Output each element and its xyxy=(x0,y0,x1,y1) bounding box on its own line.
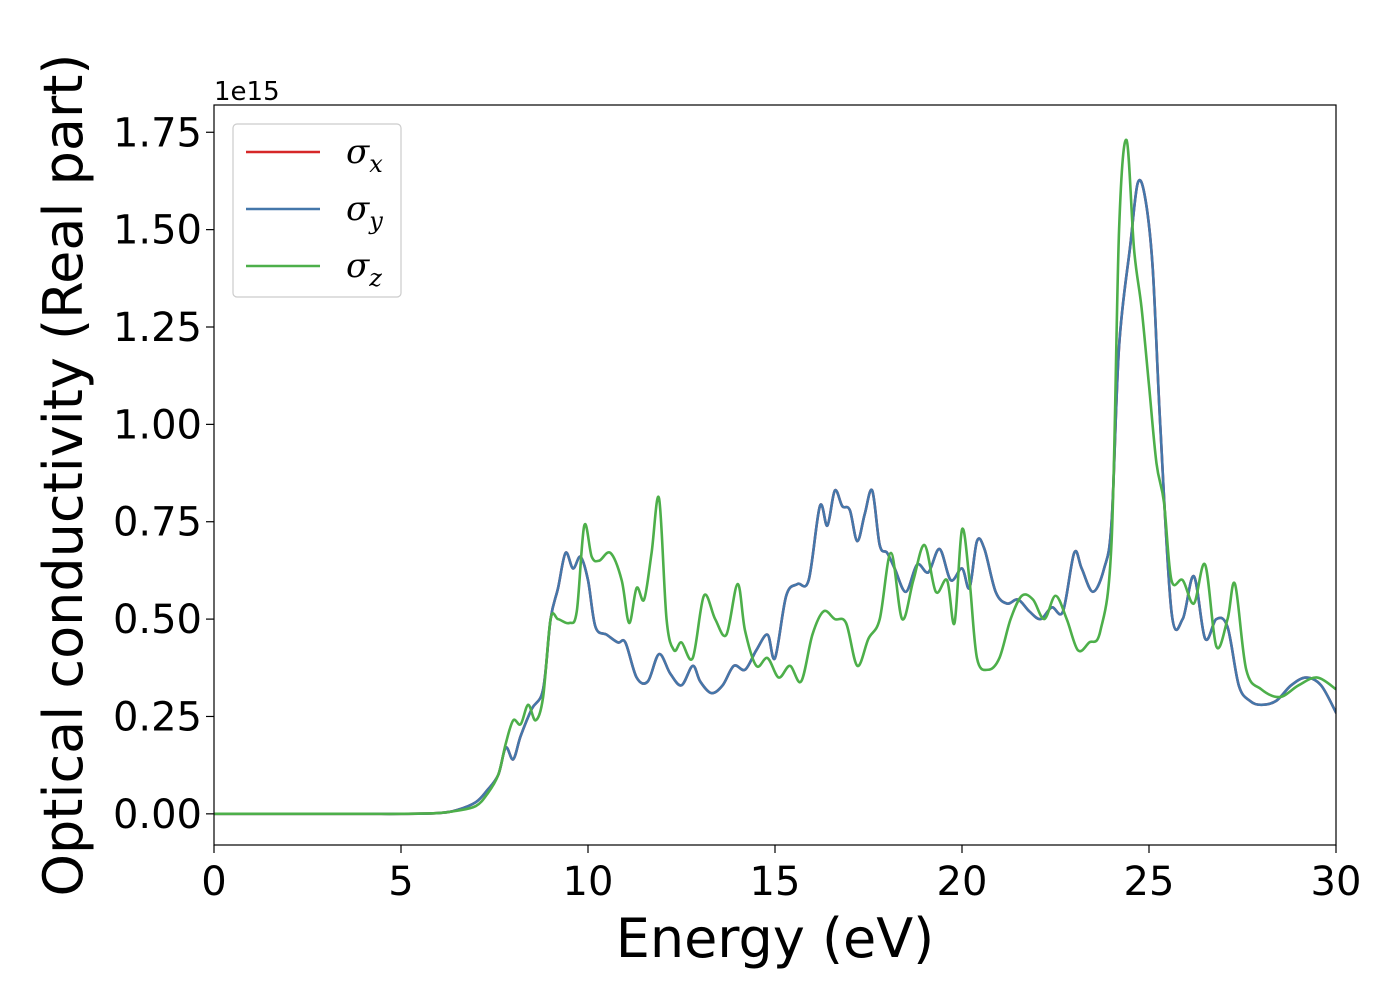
x-tick-label: 0 xyxy=(201,859,226,905)
legend-symbol: σ xyxy=(346,132,370,172)
legend-label-sigma-y: σy xyxy=(346,189,383,235)
x-tick-label: 30 xyxy=(1311,859,1362,905)
y-tick-label: 0.50 xyxy=(113,597,202,643)
y-tick-label: 1.00 xyxy=(113,402,202,448)
y-tick-label: 0.25 xyxy=(113,694,202,740)
legend-subscript: x xyxy=(369,150,383,178)
y-tick-label: 0.00 xyxy=(113,792,202,838)
legend-box xyxy=(232,123,402,298)
legend-label-sigma-x: σx xyxy=(346,132,383,178)
y-axis-ticks: 0.00 0.25 0.50 0.75 1.00 1.25 1.50 1.75 xyxy=(113,110,214,838)
legend-symbol: σ xyxy=(346,189,370,229)
y-tick-label: 1.75 xyxy=(113,110,202,156)
x-tick-label: 10 xyxy=(563,859,614,905)
y-tick-label: 1.25 xyxy=(113,305,202,351)
y-offset-label: 1e15 xyxy=(214,77,280,107)
y-tick-label: 0.75 xyxy=(113,500,202,546)
series-layer xyxy=(214,138,1336,816)
x-axis-ticks: 0 5 10 15 20 25 30 xyxy=(201,845,1361,905)
x-tick-label: 25 xyxy=(1124,859,1175,905)
series-line-sigma-z xyxy=(214,138,1336,816)
legend-subscript: z xyxy=(368,264,382,292)
legend-subscript: y xyxy=(368,207,383,235)
x-axis-title: Energy (eV) xyxy=(616,907,935,970)
x-tick-label: 20 xyxy=(937,859,988,905)
y-tick-label: 1.50 xyxy=(113,208,202,254)
legend-symbol: σ xyxy=(346,246,370,286)
series-line-sigma-y xyxy=(214,178,1336,816)
x-tick-label: 5 xyxy=(388,859,413,905)
x-tick-label: 15 xyxy=(750,859,801,905)
y-axis-title: Optical conductivity (Real part) xyxy=(32,54,95,897)
legend-label-sigma-z: σz xyxy=(346,246,382,292)
